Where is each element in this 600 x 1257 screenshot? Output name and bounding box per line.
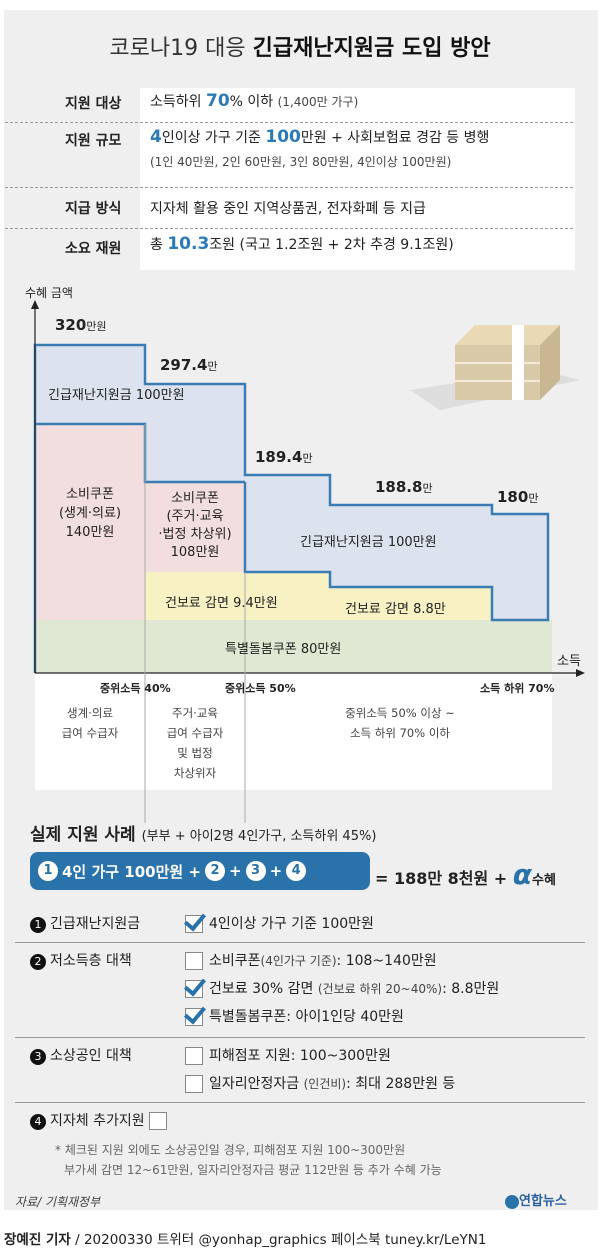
region-label: 건보료 감면 9.4만원 bbox=[165, 596, 278, 611]
region-label: 특별돌봄쿠폰 80만원 bbox=[225, 642, 342, 657]
info-value: 4인이상 가구 기준 100만원 + 사회보험료 경감 등 병행 bbox=[150, 127, 490, 147]
info-value: 소득하위 70% 이하 (1,400만 가구) bbox=[150, 91, 359, 111]
divider bbox=[5, 187, 573, 188]
x-axis-arrow-icon bbox=[576, 669, 585, 677]
checklist-item[interactable]: 특별돌봄쿠폰: 아이1인당 40만원 bbox=[185, 1006, 404, 1026]
benefit-step-chart bbox=[31, 300, 585, 823]
total-outline bbox=[33, 343, 550, 673]
divider bbox=[5, 122, 573, 123]
health-discount-region bbox=[145, 572, 492, 620]
checkbox-unchecked[interactable] bbox=[185, 952, 203, 970]
checkbox-checked[interactable] bbox=[185, 915, 203, 933]
x-tick: 중위소득 50% bbox=[225, 682, 296, 695]
consumption-coupon-region bbox=[35, 424, 245, 620]
disaster-fund-region-2 bbox=[245, 475, 548, 620]
checkbox-unchecked[interactable] bbox=[185, 1075, 203, 1093]
credit-line: 장예진 기자 / 20200330 트위터 @yonhap_graphics 페… bbox=[4, 1232, 487, 1248]
checklist-item[interactable]: 소비쿠폰(4인가구 기준): 108~140만원 bbox=[185, 950, 437, 970]
divider bbox=[15, 1037, 585, 1038]
total-label: 320만원 bbox=[55, 316, 107, 334]
region-label: 소비쿠폰 (주거·교육 ·법정 차상위) 108만원 bbox=[158, 491, 232, 560]
yonhap-logo: 연합뉴스 bbox=[505, 1190, 567, 1209]
formula-box: 1 4인 가구 100만원 +2 +3 +4 bbox=[30, 852, 370, 890]
info-label: 지원 대상 bbox=[65, 96, 122, 112]
footnote: * 체크된 지원 외에도 소상공인일 경우, 피해점포 지원 100~300만원… bbox=[55, 1143, 442, 1177]
checkbox-unchecked[interactable] bbox=[149, 1112, 168, 1130]
info-label: 소요 재원 bbox=[65, 241, 122, 257]
info-label: 지원 규모 bbox=[65, 133, 122, 149]
checklist-item[interactable]: 건보료 30% 감면 (건보료 하위 20~40%): 8.8만원 bbox=[185, 978, 499, 998]
region-label: 소비쿠폰 (생계·의료) 140만원 bbox=[58, 487, 122, 540]
care-coupon-region bbox=[35, 620, 552, 673]
checklist-category: 1 긴급재난지원금 bbox=[30, 913, 140, 933]
y-axis-label: 수혜 금액 bbox=[25, 286, 73, 300]
group-label: 주거·교육 급여 수급자 및 법정 차상위자 bbox=[166, 706, 224, 780]
checklist-item[interactable]: 일자리안정자금 (인건비): 최대 288만원 등 bbox=[185, 1073, 455, 1093]
region-label: 긴급재난지원금 100만원 bbox=[48, 388, 185, 403]
divider bbox=[15, 942, 585, 943]
x-tick: 소득 하위 70% bbox=[480, 682, 555, 695]
checklist-category: 2 저소득층 대책 bbox=[30, 950, 132, 970]
checkbox-unchecked[interactable] bbox=[185, 1047, 203, 1065]
checklist-item[interactable]: 4인이상 가구 기준 100만원 bbox=[185, 913, 374, 933]
info-label: 지급 방식 bbox=[65, 201, 122, 217]
info-value: 총 10.3조원 (국고 1.2조원 + 2차 추경 9.1조원) bbox=[150, 234, 454, 254]
region-label: 건보료 감면 8.8만 bbox=[345, 602, 446, 617]
disaster-fund-region-1 bbox=[35, 345, 245, 482]
divider bbox=[5, 228, 573, 229]
example-title: 실제 지원 사례 (부부 + 아이2명 4인가구, 소득하위 45%) bbox=[30, 825, 377, 845]
info-note: (1인 40만원, 2인 60만원, 3인 80만원, 4인이상 100만원) bbox=[150, 155, 452, 169]
region-label: 긴급재난지원금 100만원 bbox=[300, 535, 437, 550]
money-stack-icon bbox=[410, 325, 580, 410]
group-label: 생계·의료 급여 수급자 bbox=[61, 706, 119, 740]
category-area bbox=[35, 673, 552, 790]
total-label: 189.4만 bbox=[255, 448, 313, 466]
total-label: 188.8만 bbox=[375, 478, 433, 496]
formula-result: = 188만 8천원 + α수혜 bbox=[375, 858, 556, 891]
checkbox-checked[interactable] bbox=[185, 1008, 203, 1026]
x-axis-label: 소득 bbox=[557, 654, 581, 669]
total-label: 297.4만 bbox=[160, 356, 218, 374]
info-value: 지자체 활용 중인 지역상품권, 전자화폐 등 지급 bbox=[150, 201, 426, 217]
divider bbox=[15, 1102, 585, 1103]
checkbox-checked[interactable] bbox=[185, 980, 203, 998]
page-title: 코로나19 대응 긴급재난지원금 도입 방안 bbox=[109, 36, 491, 61]
x-tick: 중위소득 40% bbox=[100, 682, 171, 695]
checklist-category: 3 소상공인 대책 bbox=[30, 1045, 132, 1065]
y-axis-arrow-icon bbox=[31, 300, 39, 309]
total-label: 180만 bbox=[497, 488, 539, 506]
checklist-item[interactable]: 피해점포 지원: 100~300만원 bbox=[185, 1045, 391, 1065]
source: 자료/ 기획재정부 bbox=[15, 1195, 101, 1209]
group-label: 중위소득 50% 이상 ~ 소득 하위 70% 이하 bbox=[345, 706, 455, 740]
checklist-category: 4 지자체 추가지원 bbox=[30, 1110, 173, 1130]
info-table bbox=[140, 88, 575, 270]
